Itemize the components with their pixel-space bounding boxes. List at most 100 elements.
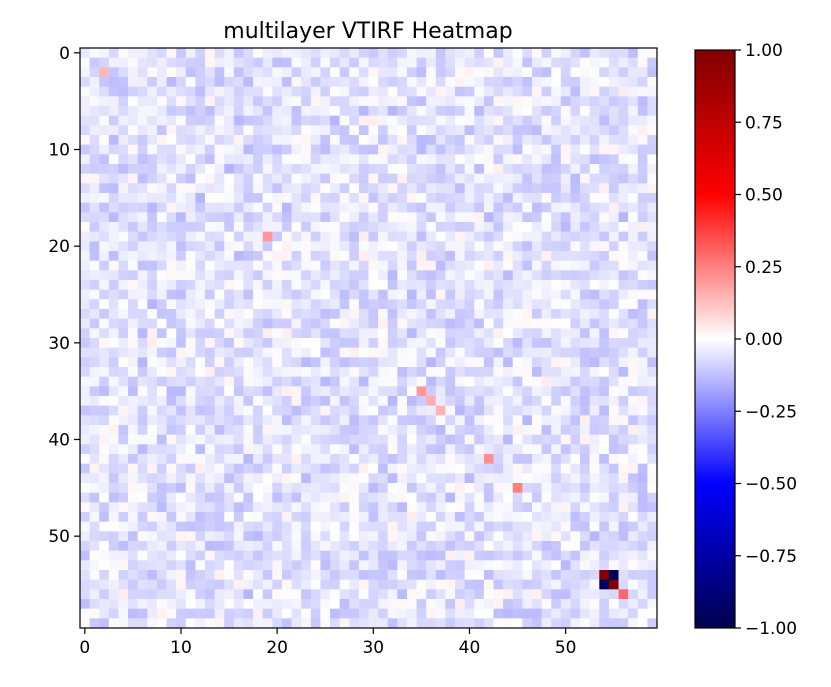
heatmap-cell [522,473,533,484]
heatmap-cell [368,589,379,600]
heatmap-cell [599,67,610,78]
heatmap-cell [416,405,427,416]
heatmap-cell [272,405,283,416]
heatmap-cell [406,164,417,175]
heatmap-cell [387,599,398,610]
heatmap-cell [570,77,581,88]
heatmap-cell [349,521,360,532]
heatmap-cell [80,483,90,494]
heatmap-cell [118,212,129,223]
heatmap-cell [541,376,552,387]
heatmap-cell [339,483,350,494]
heatmap-cell [512,434,523,445]
heatmap-cell [214,260,225,271]
heatmap-cell [272,67,283,78]
heatmap-cell [445,193,456,204]
heatmap-cell [493,434,504,445]
heatmap-cell [580,512,591,523]
heatmap-cell [80,193,90,204]
heatmap-cell [426,183,437,194]
heatmap-cell [137,579,148,590]
heatmap-cell [320,492,331,503]
heatmap-cell [147,463,158,474]
heatmap-cell [608,338,619,349]
heatmap-cell [406,589,417,600]
heatmap-cell [618,280,629,291]
heatmap-cell [435,106,446,117]
heatmap-cell [281,270,292,281]
heatmap-cell [89,48,100,59]
heatmap-cell [330,434,340,445]
heatmap-cell [618,454,629,465]
heatmap-cell [224,48,235,59]
heatmap-cell [156,512,167,523]
heatmap-cell [358,96,369,107]
heatmap-cell [147,367,158,378]
heatmap-cell [349,560,360,571]
heatmap-cell [89,260,100,271]
heatmap-cell [368,396,379,407]
heatmap-cell [291,570,302,581]
heatmap-cell [176,270,187,281]
heatmap-cell [156,521,167,532]
heatmap-cell [195,318,206,329]
heatmap-cell [522,541,533,552]
heatmap-cell [512,550,523,561]
heatmap-cell [176,579,187,590]
heatmap-cell [435,48,446,59]
heatmap-cell [349,444,360,455]
heatmap-cell [156,280,167,291]
heatmap-cell [291,67,302,78]
heatmap-cell [474,473,485,484]
heatmap-cell [416,463,427,474]
heatmap-cell [426,405,437,416]
heatmap-cell [464,183,475,194]
heatmap-cell [618,251,629,262]
heatmap-cell [262,48,273,59]
heatmap-cell [205,212,215,223]
heatmap-cell [233,541,244,552]
heatmap-cell [599,86,610,97]
heatmap-cell [281,193,292,204]
heatmap-cell [214,135,225,146]
heatmap-cell [406,289,417,300]
heatmap-cell [330,48,340,59]
heatmap-cell [387,77,398,88]
heatmap-cell [176,560,187,571]
heatmap-cell [99,434,110,445]
heatmap-cell [445,299,456,310]
heatmap-cell [301,309,312,320]
heatmap-cell [599,328,610,339]
heatmap-cell [262,251,273,262]
heatmap-cell [599,483,610,494]
heatmap-cell [349,512,360,523]
heatmap-cell [137,193,148,204]
heatmap-cell [272,289,283,300]
heatmap-cell [243,541,254,552]
heatmap-cell [320,222,331,233]
heatmap-cell [560,454,571,465]
heatmap-cell [320,589,331,600]
heatmap-cell [637,48,648,59]
heatmap-cell [647,280,658,291]
heatmap-cell [128,193,139,204]
heatmap-cell [233,183,244,194]
heatmap-cell [310,357,321,368]
heatmap-cell [80,260,90,271]
x-tick-label: 30 [362,638,384,658]
heatmap-cell [426,608,437,619]
heatmap-cell [397,541,408,552]
colorbar [694,49,736,629]
heatmap-cell [320,608,331,619]
heatmap-cell [99,231,110,242]
heatmap-cell [205,415,215,426]
heatmap-cell [435,367,446,378]
heatmap-cell [474,608,485,619]
heatmap-cell [243,164,254,175]
heatmap-cell [233,502,244,513]
heatmap-cell [108,425,119,436]
heatmap-cell [310,144,321,155]
heatmap-cell [493,241,504,252]
heatmap-cell [464,405,475,416]
heatmap-cell [503,502,514,513]
